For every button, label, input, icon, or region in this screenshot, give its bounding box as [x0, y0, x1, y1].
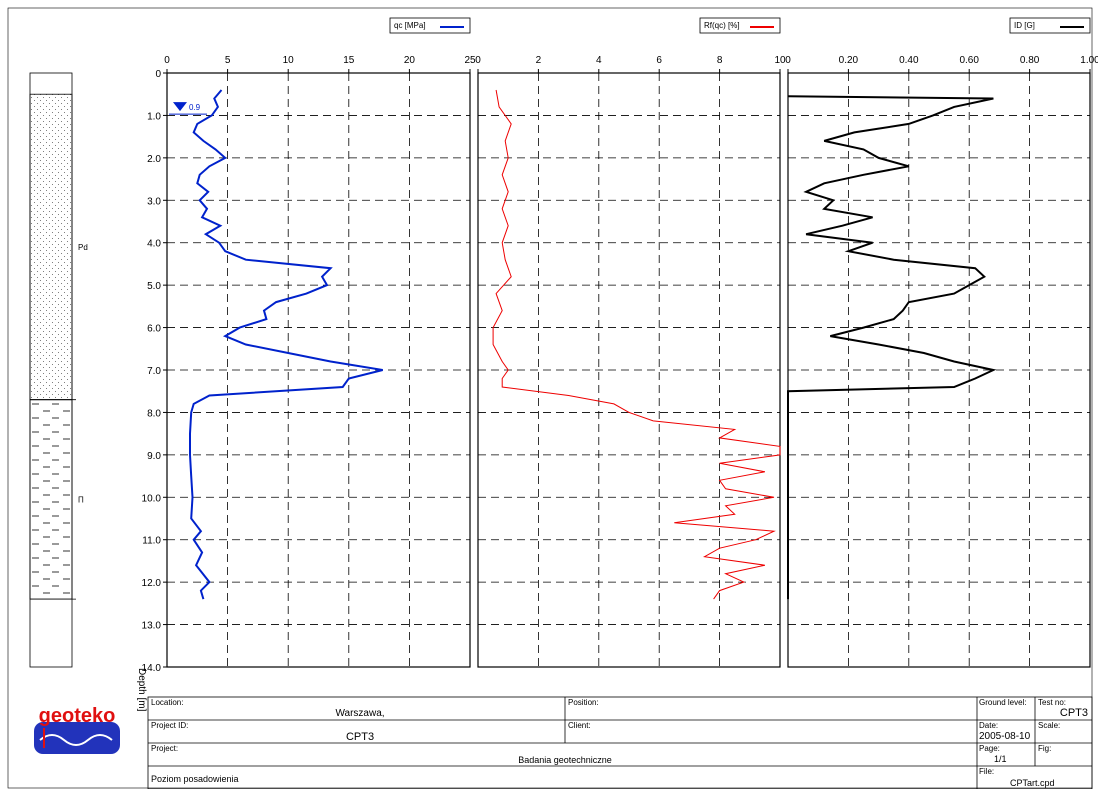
- data-line: [493, 90, 780, 599]
- y-tick-label: 3.0: [147, 196, 161, 207]
- y-tick-label: 9.0: [147, 451, 161, 462]
- y-tick-label: 13.0: [142, 621, 162, 632]
- data-line: [788, 96, 993, 599]
- x-tick-label: 0.40: [899, 55, 919, 66]
- field-value: CPT3: [1060, 707, 1088, 719]
- y-tick-label: 5.0: [147, 281, 161, 292]
- field-label: File:: [979, 767, 994, 776]
- field-value: 2005-08-10: [979, 731, 1031, 742]
- y-tick-label: 12.0: [142, 578, 162, 589]
- y-tick-label: 10.0: [142, 493, 162, 504]
- field-value: 1/1: [994, 754, 1007, 764]
- field-label: Project ID:: [151, 721, 188, 730]
- field-value: Badania geotechniczne: [518, 755, 612, 765]
- water-level-label: 0.9: [189, 103, 201, 112]
- field-label: Position:: [568, 698, 599, 707]
- x-tick-label: 0.80: [1020, 55, 1040, 66]
- field-value: CPTart.cpd: [1010, 778, 1055, 788]
- soil-layer-label: Pd: [78, 243, 88, 252]
- y-tick-label: 8.0: [147, 408, 161, 419]
- x-tick-label: 1.00: [1080, 55, 1098, 66]
- soil-layer-label: Π: [78, 495, 84, 504]
- x-tick-label: 0: [475, 55, 481, 66]
- field-label: Date:: [979, 721, 998, 730]
- x-tick-label: 5: [225, 55, 231, 66]
- water-level-marker: [173, 102, 187, 111]
- legend-label: ID [G]: [1014, 21, 1035, 30]
- field-label: Page:: [979, 744, 1000, 753]
- x-tick-label: 10: [283, 55, 295, 66]
- y-tick-label: 4.0: [147, 239, 161, 250]
- legend-label: Rf(qc) [%]: [704, 21, 740, 30]
- field-value: Poziom posadowienia: [151, 774, 239, 784]
- cpt-log: 051015202501.02.03.04.05.06.07.08.09.010…: [0, 0, 1098, 789]
- soil-layer: [30, 400, 72, 599]
- legend-label: qc [MPa]: [394, 21, 426, 30]
- depth-axis-label: Depth [m]: [136, 668, 147, 712]
- y-tick-label: 0: [155, 69, 161, 80]
- x-tick-label: 2: [536, 55, 542, 66]
- field-label: Client:: [568, 721, 591, 730]
- field-value: Warszawa,: [335, 708, 384, 719]
- x-tick-label: 0: [164, 55, 170, 66]
- title-block: Location: Warszawa, Position: Ground lev…: [148, 697, 1092, 789]
- y-tick-label: 2.0: [147, 154, 161, 165]
- x-tick-label: 8: [717, 55, 723, 66]
- field-label: Ground level:: [979, 698, 1027, 707]
- page-frame: [8, 8, 1092, 788]
- x-tick-label: 0.20: [839, 55, 859, 66]
- x-tick-label: 0: [785, 55, 791, 66]
- x-tick-label: 20: [404, 55, 416, 66]
- field-label: Test no:: [1038, 698, 1066, 707]
- y-tick-label: 6.0: [147, 324, 161, 335]
- y-tick-label: 11.0: [142, 536, 161, 547]
- x-tick-label: 4: [596, 55, 602, 66]
- y-tick-label: 7.0: [147, 366, 161, 377]
- field-label: Fig:: [1038, 744, 1051, 753]
- x-tick-label: 15: [343, 55, 355, 66]
- field-value: CPT3: [346, 731, 374, 743]
- x-tick-label: 0.60: [959, 55, 979, 66]
- field-label: Scale:: [1038, 721, 1060, 730]
- logo-text: geoteko: [39, 705, 116, 727]
- soil-layer: [30, 94, 72, 399]
- field-label: Location:: [151, 698, 183, 707]
- x-tick-label: 6: [656, 55, 662, 66]
- data-line: [190, 90, 383, 599]
- y-tick-label: 1.0: [147, 111, 161, 122]
- field-label: Project:: [151, 744, 178, 753]
